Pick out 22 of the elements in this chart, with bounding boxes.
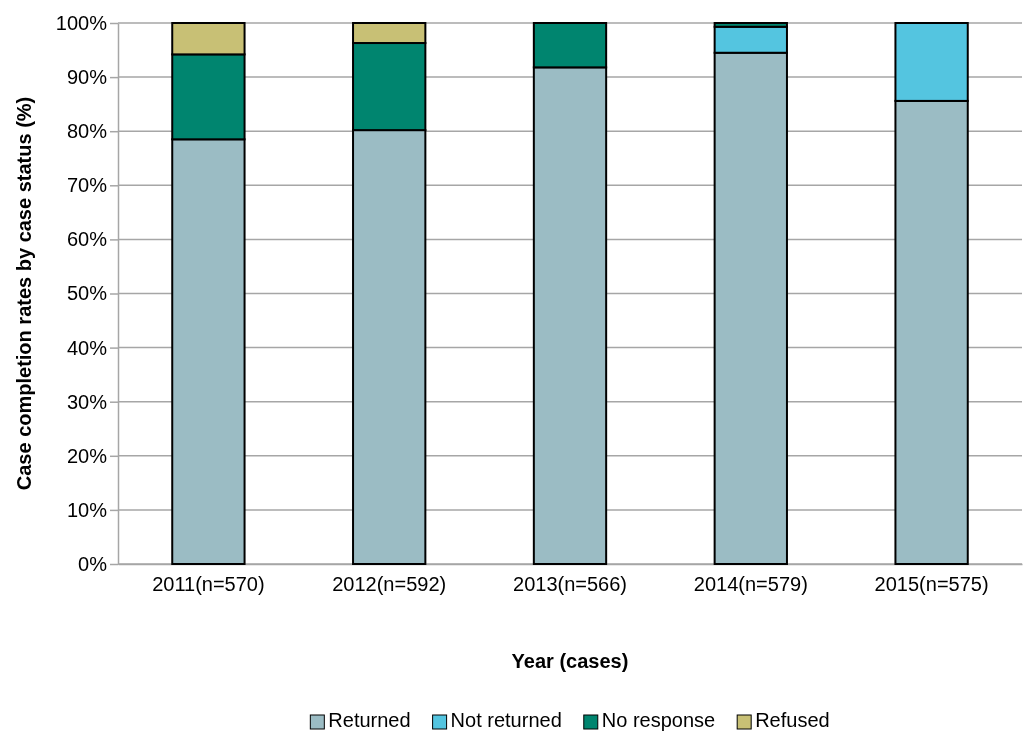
x-tick-label: 2011(n=570) — [152, 573, 265, 595]
x-tick-label: 2012(n=592) — [332, 573, 447, 595]
legend-label: No response — [601, 709, 716, 731]
y-tick-label: 50% — [66, 282, 108, 305]
y-tick-label: 100% — [55, 11, 108, 34]
legend-label: Not returned — [450, 709, 562, 731]
y-tick-label: 10% — [66, 498, 108, 521]
x-tick-label: 2015(n=575) — [874, 573, 989, 595]
y-tick-label: 70% — [66, 174, 108, 197]
y-tick-label: 0% — [78, 552, 108, 575]
y-tick-label: 30% — [66, 390, 108, 413]
x-axis-title: Year (cases) — [511, 650, 629, 672]
y-tick-label: 90% — [66, 66, 108, 88]
y-tick-label: 60% — [66, 228, 108, 251]
legend-label: Refused — [755, 709, 830, 731]
y-tick-label: 80% — [66, 120, 108, 143]
x-tick-label: 2014(n=579) — [693, 573, 808, 595]
x-tick-label: 2013(n=566) — [513, 573, 627, 595]
y-axis-title: Case completion rates by case status (%) — [13, 96, 35, 491]
legend-label: Returned — [328, 709, 411, 731]
y-tick-label: 20% — [66, 444, 108, 467]
y-tick-label: 40% — [66, 336, 108, 359]
